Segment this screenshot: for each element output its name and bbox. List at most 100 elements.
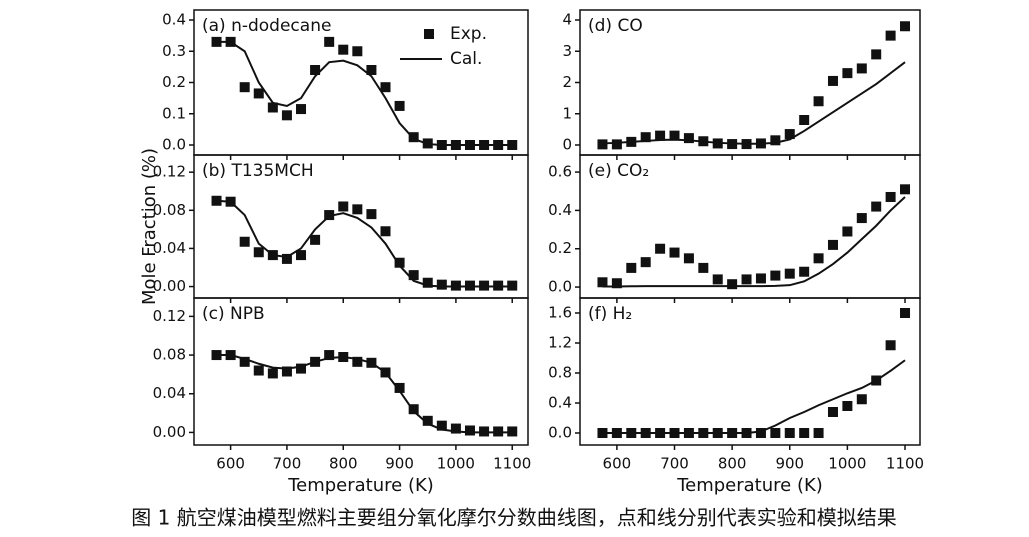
exp-point <box>408 132 419 143</box>
exp-point <box>366 209 377 220</box>
exp-point <box>871 49 882 60</box>
cal-line <box>216 40 513 146</box>
exp-point <box>296 104 307 115</box>
exp-point <box>450 423 461 434</box>
exp-point <box>827 239 838 250</box>
exp-point <box>683 253 694 264</box>
y-tick-label: 0.4 <box>162 11 186 29</box>
exp-point <box>408 404 419 415</box>
exp-point <box>640 132 651 143</box>
y-tick-label: 4 <box>562 11 572 29</box>
y-tick-label: 2 <box>562 73 572 91</box>
exp-point <box>669 247 680 258</box>
exp-point <box>655 243 666 254</box>
y-tick-label: 1.2 <box>548 334 572 352</box>
exp-point <box>655 130 666 141</box>
exp-point <box>436 279 447 290</box>
plot-frame <box>579 297 921 446</box>
y-tick-label: 1.6 <box>548 304 572 322</box>
exp-point <box>253 247 264 258</box>
exp-point <box>856 394 867 405</box>
panel-title: (a) n-dodecane <box>202 16 331 36</box>
y-axis-label: Mole Fraction (%) <box>139 148 160 305</box>
exp-point <box>784 428 795 438</box>
exp-point <box>253 88 264 99</box>
exp-point <box>281 253 292 264</box>
exp-point <box>597 139 608 150</box>
exp-point <box>871 201 882 212</box>
exp-point <box>770 135 781 146</box>
y-tick-label: 1 <box>562 104 572 122</box>
exp-point <box>394 100 405 111</box>
exp-point <box>239 82 250 93</box>
legend-marker <box>424 29 434 39</box>
y-tick-label: 0.12 <box>153 307 186 325</box>
exp-point <box>267 368 278 379</box>
exp-point <box>669 130 680 141</box>
exp-point <box>366 65 377 75</box>
y-tick-label: 0.1 <box>162 104 186 122</box>
y-tick-label: 0.2 <box>548 239 572 257</box>
exp-point <box>296 363 307 374</box>
exp-point <box>436 420 447 431</box>
exp-point <box>900 308 911 318</box>
exp-point <box>640 257 651 268</box>
x-tick-label: 1100 <box>493 455 531 473</box>
exp-point <box>827 75 838 86</box>
panel-title: (b) T135MCH <box>202 161 314 181</box>
x-tick-label: 700 <box>273 455 302 473</box>
exp-point <box>799 115 810 125</box>
y-tick-label: 0.0 <box>162 136 186 154</box>
y-tick-label: 0.8 <box>548 364 572 382</box>
exp-point <box>611 278 622 289</box>
y-tick-label: 0.0 <box>548 424 572 442</box>
exp-point <box>239 356 250 367</box>
x-tick-label: 1100 <box>886 455 924 473</box>
y-tick-label: 0.0 <box>548 278 572 296</box>
x-tick-label: 1000 <box>828 455 866 473</box>
exp-point <box>324 350 335 361</box>
y-tick-label: 0.4 <box>548 201 572 219</box>
exp-point <box>281 366 292 377</box>
x-tick-label: 700 <box>660 455 689 473</box>
exp-point <box>380 82 391 93</box>
exp-point <box>712 274 723 285</box>
exp-point <box>267 102 278 113</box>
exp-point <box>239 236 250 247</box>
plot-frame <box>193 297 529 446</box>
exp-point <box>324 36 335 47</box>
exp-point <box>626 262 637 273</box>
exp-point <box>842 401 853 411</box>
exp-point <box>784 268 795 279</box>
panel-title: (d) CO <box>588 16 643 36</box>
exp-point <box>422 415 433 426</box>
exp-point <box>842 68 853 79</box>
exp-point <box>842 226 853 237</box>
exp-point <box>856 63 867 74</box>
exp-point <box>770 428 781 438</box>
exp-point <box>338 201 349 212</box>
exp-point <box>900 184 911 195</box>
exp-point <box>885 340 896 351</box>
exp-point <box>352 204 363 215</box>
exp-point <box>597 277 608 288</box>
caption: 图 1 航空煤油模型燃料主要组分氧化摩尔分数曲线图，点和线分别代表实验和模拟结果 <box>131 506 896 530</box>
exp-point <box>338 44 349 55</box>
exp-point <box>310 65 321 75</box>
panel-title: (f) H₂ <box>588 304 632 324</box>
exp-point <box>394 257 405 268</box>
cal-line <box>602 61 906 145</box>
legend-label: Cal. <box>450 49 482 69</box>
exp-point <box>281 110 292 121</box>
y-tick-label: 0.04 <box>153 239 186 257</box>
y-tick-label: 0.6 <box>548 163 572 181</box>
cal-line <box>602 196 906 288</box>
y-tick-label: 0.12 <box>153 163 186 181</box>
y-tick-label: 0.04 <box>153 384 186 402</box>
exp-point <box>755 273 766 284</box>
cal-line <box>216 199 513 288</box>
exp-point <box>464 425 475 436</box>
exp-point <box>813 428 824 438</box>
y-tick-label: 0.2 <box>162 73 186 91</box>
x-tick-label: 600 <box>216 455 245 473</box>
